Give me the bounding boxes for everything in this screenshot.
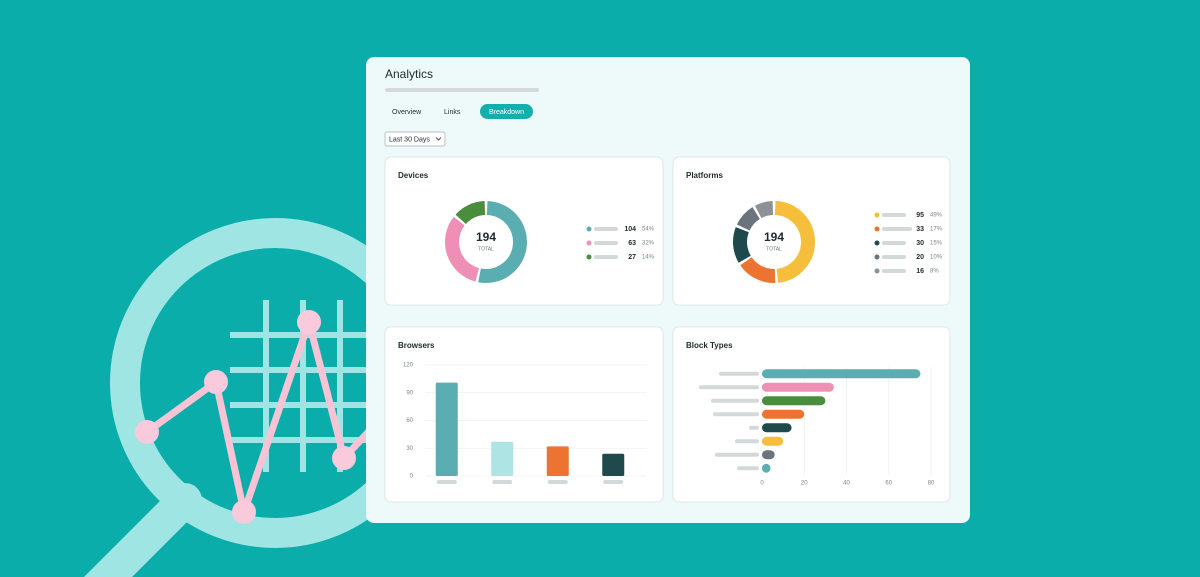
legend-percent: 15% — [930, 241, 943, 247]
donut-segment — [733, 227, 751, 263]
y-tick-label: 90 — [406, 390, 413, 396]
dropdown[interactable] — [384, 131, 446, 147]
donut-total-label: TOTAL — [766, 246, 782, 252]
y-tick-label: 60 — [406, 418, 413, 424]
bar — [491, 441, 514, 476]
bar — [762, 396, 826, 406]
legend-percent: 17% — [930, 227, 943, 233]
panel-title: Block Types — [686, 341, 733, 350]
tab[interactable]: Breakdown — [489, 109, 524, 116]
legend-swatch — [874, 212, 880, 218]
bar — [762, 409, 805, 419]
donut-segment — [455, 201, 486, 225]
donut-segment — [740, 256, 776, 283]
y-tick-label: 0 — [410, 474, 414, 480]
donut-segment — [736, 207, 761, 231]
legend-percent: 8% — [930, 269, 939, 275]
donut-segment — [754, 201, 774, 219]
legend-percent: 10% — [930, 255, 943, 261]
legend-percent: 32% — [642, 241, 655, 247]
panel-title: Platforms — [686, 171, 723, 180]
tab[interactable]: Links — [444, 109, 461, 116]
donut-segment — [478, 201, 527, 283]
legend-swatch — [874, 226, 880, 232]
chevron — [435, 137, 442, 141]
donut-total-label: TOTAL — [478, 246, 494, 252]
legend-percent: 14% — [642, 255, 655, 261]
y-tick-label: 120 — [403, 363, 414, 369]
legend-value: 20 — [916, 254, 924, 261]
page-title: Analytics — [385, 67, 433, 81]
donut-segment — [774, 201, 815, 283]
x-tick-label: 0 — [760, 481, 764, 487]
panel-title: Devices — [398, 171, 429, 180]
legend-swatch — [586, 226, 592, 232]
bar — [762, 423, 792, 433]
x-tick-label: 80 — [928, 481, 935, 487]
legend-swatch — [586, 254, 592, 260]
donut-total: 194 — [764, 230, 784, 244]
tab-active-bg[interactable] — [480, 104, 533, 119]
bar — [762, 382, 834, 392]
x-tick-label: 20 — [801, 481, 808, 487]
legend-swatch — [586, 240, 592, 246]
x-tick-label: 60 — [885, 481, 892, 487]
legend-value: 95 — [916, 212, 924, 219]
legend-swatch — [874, 268, 880, 274]
legend-value: 30 — [916, 240, 924, 247]
tab[interactable]: Overview — [392, 109, 422, 116]
tabs: Overview Links Breakdown — [392, 104, 533, 119]
legend-value: 63 — [628, 240, 636, 247]
bar — [435, 382, 458, 476]
dropdown-label[interactable]: Last 30 Days — [389, 136, 430, 143]
donut-total: 194 — [476, 230, 496, 244]
bar — [546, 446, 569, 476]
bar — [602, 453, 625, 476]
panel-title: Browsers — [398, 341, 435, 350]
bar — [762, 463, 771, 473]
bar — [762, 369, 921, 379]
legend-value: 33 — [916, 226, 924, 233]
date-filter[interactable]: Last 30 Days — [384, 131, 446, 147]
y-tick-label: 30 — [406, 446, 413, 452]
legend-value: 16 — [916, 268, 924, 275]
bar — [762, 450, 775, 460]
legend-swatch — [874, 254, 880, 260]
x-tick-label: 40 — [843, 481, 850, 487]
legend-percent: 54% — [642, 227, 655, 233]
legend-percent: 49% — [930, 213, 943, 219]
donut-segment — [445, 216, 480, 282]
legend-swatch — [874, 240, 880, 246]
bar — [762, 436, 784, 446]
legend-value: 104 — [624, 226, 636, 233]
legend-value: 27 — [628, 254, 636, 261]
